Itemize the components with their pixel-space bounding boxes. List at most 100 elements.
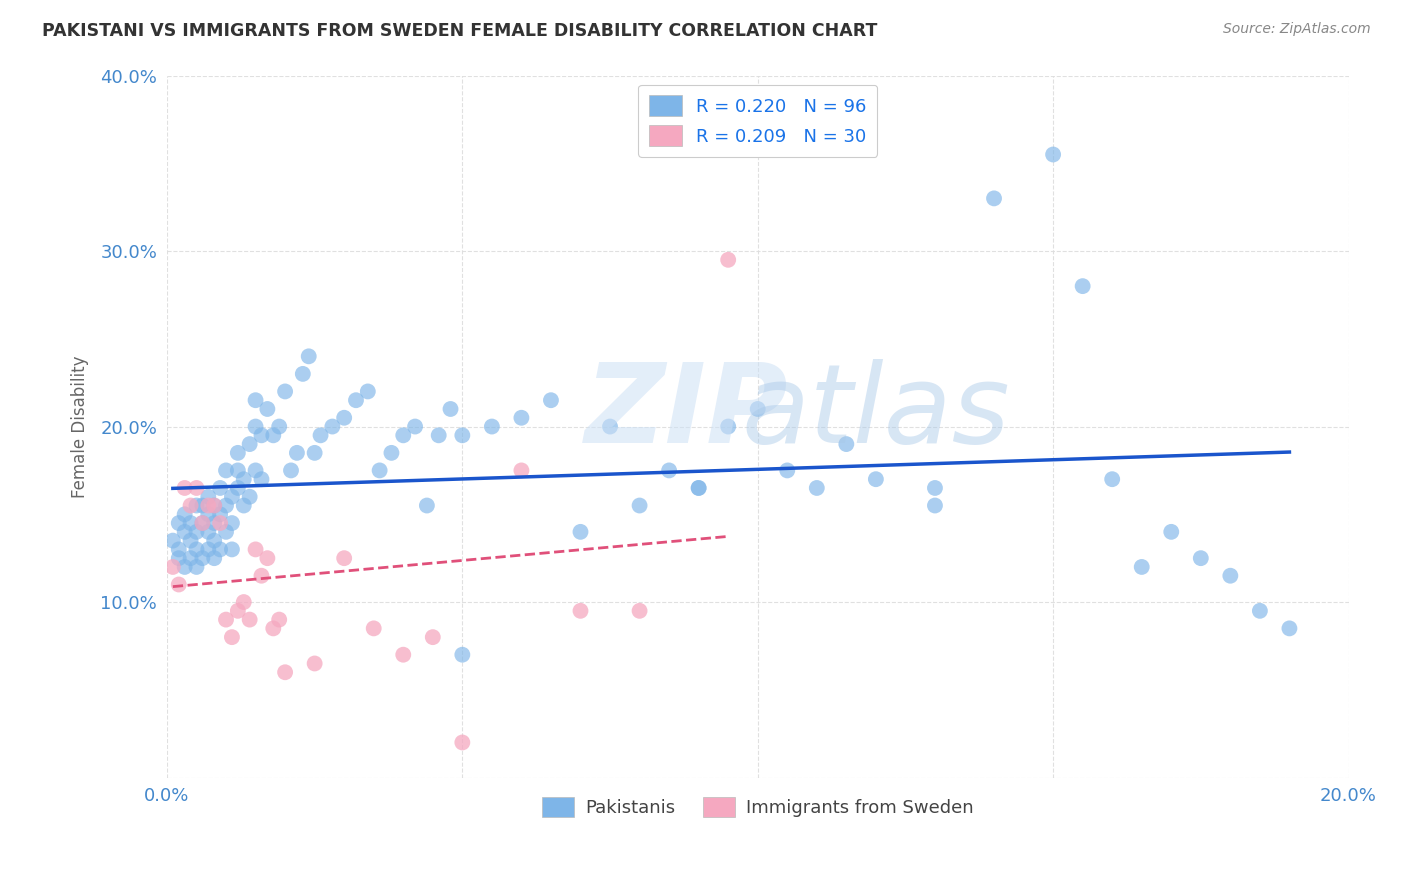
Point (1042, 147, 1064, 161)
Point (202, 499, 225, 513)
Point (368, 463, 391, 477)
Point (298, 349, 321, 363)
Point (197, 542, 219, 557)
Point (344, 393, 367, 408)
Point (191, 516, 214, 530)
Text: PAKISTANI VS IMMIGRANTS FROM SWEDEN FEMALE DISABILITY CORRELATION CHART: PAKISTANI VS IMMIGRANTS FROM SWEDEN FEMA… (42, 22, 877, 40)
Point (180, 533, 202, 548)
Point (806, 481, 828, 495)
Point (239, 490, 262, 504)
Point (226, 604, 249, 618)
Point (628, 604, 651, 618)
Point (924, 499, 946, 513)
Point (250, 568, 273, 582)
Point (215, 613, 238, 627)
Point (186, 499, 208, 513)
Point (262, 428, 284, 442)
Point (209, 542, 232, 557)
Point (256, 551, 278, 566)
Point (983, 191, 1005, 205)
Point (481, 419, 503, 434)
Point (215, 524, 238, 539)
Point (717, 252, 740, 267)
Point (250, 428, 273, 442)
Point (186, 560, 208, 574)
Point (451, 648, 474, 662)
Point (274, 384, 297, 399)
Point (688, 481, 710, 495)
Point (245, 419, 267, 434)
Point (392, 428, 415, 442)
Point (180, 516, 202, 530)
Point (510, 410, 533, 425)
Point (202, 551, 225, 566)
Point (197, 524, 219, 539)
Point (209, 516, 232, 530)
Point (717, 419, 740, 434)
Point (304, 446, 326, 460)
Point (186, 524, 208, 539)
Point (180, 551, 202, 566)
Point (226, 446, 249, 460)
Point (221, 630, 243, 644)
Point (202, 533, 225, 548)
Point (865, 472, 887, 486)
Text: ZIP: ZIP (585, 359, 789, 466)
Point (333, 551, 356, 566)
Point (291, 367, 314, 381)
Point (1130, 560, 1153, 574)
Point (835, 437, 858, 451)
Point (451, 428, 474, 442)
Point (209, 508, 232, 522)
Point (427, 428, 450, 442)
Point (304, 657, 326, 671)
Point (280, 463, 302, 477)
Point (439, 402, 461, 417)
Point (569, 604, 592, 618)
Point (416, 499, 439, 513)
Point (186, 542, 208, 557)
Point (747, 402, 769, 417)
Point (191, 516, 214, 530)
Point (202, 499, 225, 513)
Point (197, 490, 219, 504)
Point (167, 551, 190, 566)
Point (162, 560, 184, 574)
Point (422, 630, 444, 644)
Point (321, 419, 343, 434)
Point (202, 516, 225, 530)
Point (285, 446, 308, 460)
Point (250, 472, 273, 486)
Point (191, 551, 214, 566)
Point (262, 621, 284, 635)
Point (357, 384, 380, 399)
Point (451, 735, 474, 749)
Point (924, 481, 946, 495)
Point (232, 499, 254, 513)
Point (173, 508, 195, 522)
Point (226, 481, 249, 495)
Point (215, 463, 238, 477)
Point (1160, 524, 1182, 539)
Point (309, 428, 332, 442)
Legend: Pakistanis, Immigrants from Sweden: Pakistanis, Immigrants from Sweden (534, 789, 981, 825)
Point (658, 463, 681, 477)
Point (540, 393, 562, 408)
Point (232, 595, 254, 609)
Point (404, 419, 426, 434)
Point (1101, 472, 1123, 486)
Point (245, 463, 267, 477)
Point (1071, 279, 1094, 293)
Point (380, 446, 402, 460)
Point (245, 542, 267, 557)
Point (269, 613, 291, 627)
Point (191, 499, 214, 513)
Point (392, 648, 415, 662)
Point (180, 499, 202, 513)
Point (688, 481, 710, 495)
Point (197, 508, 219, 522)
Text: Source: ZipAtlas.com: Source: ZipAtlas.com (1223, 22, 1371, 37)
Point (186, 481, 208, 495)
Point (226, 463, 249, 477)
Point (162, 533, 184, 548)
